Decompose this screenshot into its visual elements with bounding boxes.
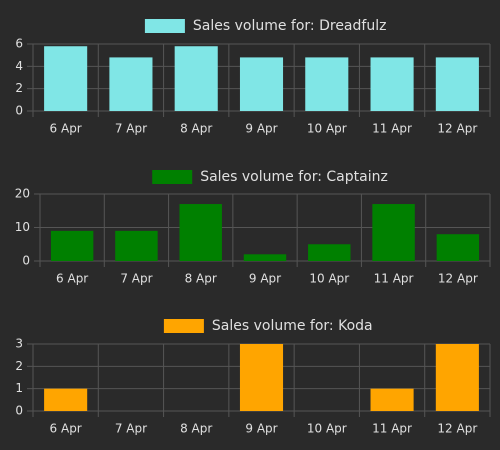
bar: [372, 204, 415, 261]
x-tick-label: 9 Apr: [249, 272, 281, 286]
x-tick-label: 7 Apr: [115, 422, 147, 436]
bar: [115, 230, 158, 261]
x-tick-label: 10 Apr: [307, 422, 347, 436]
x-tick-label: 8 Apr: [180, 122, 212, 136]
y-tick-label: 20: [15, 187, 30, 201]
bar: [243, 254, 287, 261]
x-tick-label: 11 Apr: [372, 122, 412, 136]
bar: [370, 388, 414, 411]
legend-swatch: [152, 170, 193, 184]
bar: [435, 344, 479, 411]
bar: [239, 57, 284, 111]
bar: [305, 57, 349, 111]
bar: [239, 344, 284, 411]
y-tick-label: 0: [15, 104, 23, 118]
x-tick-label: 8 Apr: [185, 272, 217, 286]
x-tick-label: 10 Apr: [309, 272, 349, 286]
bar: [44, 388, 88, 411]
y-tick-label: 10: [15, 220, 30, 234]
y-tick-label: 4: [15, 59, 23, 73]
x-tick-label: 10 Apr: [307, 122, 347, 136]
y-tick-label: 1: [15, 381, 23, 395]
bar: [50, 230, 94, 261]
legend-swatch: [163, 319, 204, 333]
x-tick-label: 12 Apr: [437, 422, 477, 436]
legend-label: Sales volume for: Dreadfulz: [193, 18, 387, 34]
x-tick-label: 9 Apr: [245, 422, 277, 436]
bar: [435, 57, 479, 111]
bar: [370, 57, 414, 111]
y-tick-label: 0: [15, 404, 23, 418]
bar: [179, 204, 222, 261]
y-tick-label: 0: [22, 254, 30, 268]
bar: [174, 46, 218, 111]
x-tick-label: 8 Apr: [180, 422, 212, 436]
y-tick-label: 2: [15, 359, 23, 373]
y-tick-label: 6: [15, 37, 23, 51]
bar: [44, 46, 88, 111]
legend-label: Sales volume for: Koda: [212, 318, 373, 334]
legend-swatch: [144, 19, 185, 33]
y-tick-label: 3: [15, 337, 23, 351]
bar: [109, 57, 153, 111]
x-tick-label: 6 Apr: [50, 422, 82, 436]
y-tick-label: 2: [15, 81, 23, 95]
x-tick-label: 12 Apr: [437, 122, 477, 136]
x-tick-label: 9 Apr: [245, 122, 277, 136]
x-tick-label: 11 Apr: [374, 272, 414, 286]
x-tick-label: 11 Apr: [372, 422, 412, 436]
bar: [308, 244, 351, 261]
bar: [436, 234, 480, 261]
legend-label: Sales volume for: Captainz: [200, 169, 388, 185]
x-tick-label: 7 Apr: [115, 122, 147, 136]
x-tick-label: 6 Apr: [56, 272, 88, 286]
x-tick-label: 7 Apr: [120, 272, 152, 286]
x-tick-label: 6 Apr: [50, 122, 82, 136]
x-tick-label: 12 Apr: [438, 272, 478, 286]
